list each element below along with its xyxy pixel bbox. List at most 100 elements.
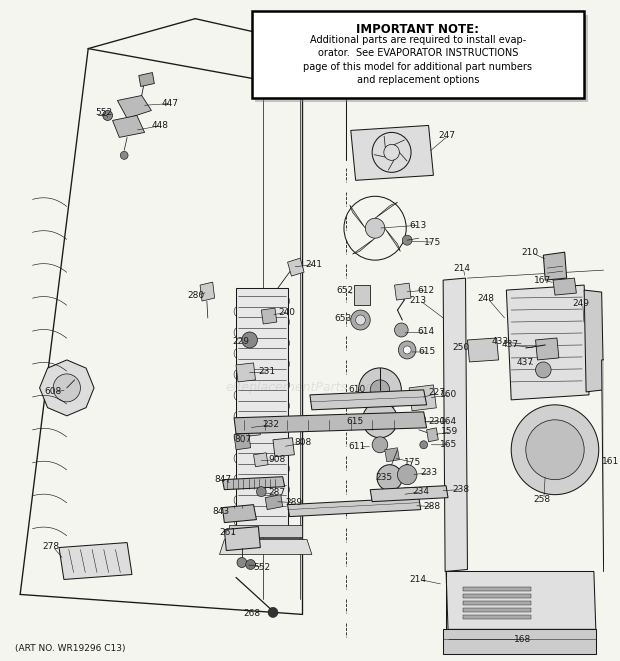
Circle shape (394, 323, 408, 337)
Circle shape (512, 405, 599, 494)
Text: 230: 230 (428, 417, 446, 426)
Circle shape (365, 218, 385, 238)
Text: 278: 278 (43, 542, 60, 551)
Text: 615: 615 (419, 348, 436, 356)
Polygon shape (310, 390, 427, 410)
Text: 447: 447 (161, 99, 178, 108)
Text: 238: 238 (452, 485, 469, 494)
Text: 280: 280 (187, 291, 205, 299)
Text: 288: 288 (423, 502, 441, 511)
FancyBboxPatch shape (252, 11, 584, 98)
Circle shape (526, 420, 584, 480)
Circle shape (536, 362, 551, 378)
Polygon shape (236, 363, 255, 382)
Text: 240: 240 (279, 307, 296, 317)
Text: 437: 437 (516, 358, 533, 368)
Text: 227: 227 (428, 389, 446, 397)
Text: 437: 437 (502, 340, 518, 350)
Text: Additional parts are required to install evap-: Additional parts are required to install… (310, 34, 526, 45)
Polygon shape (385, 447, 399, 462)
Polygon shape (351, 126, 433, 180)
Polygon shape (467, 338, 498, 362)
Text: 261: 261 (219, 528, 237, 537)
Polygon shape (288, 498, 421, 517)
Text: eReplacementParts.com: eReplacementParts.com (226, 381, 378, 395)
Text: 808: 808 (294, 438, 312, 447)
Text: 610: 610 (349, 385, 366, 395)
Text: 231: 231 (259, 368, 275, 376)
Text: 168: 168 (514, 635, 531, 644)
Text: 232: 232 (262, 420, 279, 429)
Polygon shape (536, 338, 559, 360)
Polygon shape (229, 525, 302, 537)
Polygon shape (265, 494, 283, 510)
Circle shape (412, 413, 426, 427)
Circle shape (363, 402, 397, 438)
Polygon shape (234, 412, 427, 434)
Polygon shape (254, 453, 268, 467)
Text: 235: 235 (375, 473, 392, 482)
Polygon shape (40, 360, 94, 416)
Circle shape (397, 465, 417, 485)
Text: 847: 847 (215, 475, 232, 485)
Polygon shape (229, 537, 302, 547)
Circle shape (237, 557, 247, 568)
Polygon shape (261, 308, 277, 324)
Polygon shape (463, 594, 531, 598)
Polygon shape (139, 73, 154, 87)
Polygon shape (553, 278, 577, 295)
Text: 175: 175 (404, 458, 422, 467)
Text: 229: 229 (232, 338, 249, 346)
Text: 552: 552 (95, 108, 112, 117)
Polygon shape (601, 358, 620, 572)
Polygon shape (288, 258, 304, 276)
Text: IMPORTANT NOTE:: IMPORTANT NOTE: (356, 22, 479, 36)
Text: 160: 160 (440, 391, 458, 399)
Text: 249: 249 (572, 299, 590, 307)
Polygon shape (370, 486, 448, 502)
Polygon shape (223, 477, 285, 490)
Text: 165: 165 (440, 440, 458, 449)
Circle shape (246, 559, 255, 570)
Polygon shape (543, 252, 567, 280)
Polygon shape (352, 238, 375, 254)
Polygon shape (375, 202, 397, 218)
Text: 159: 159 (441, 427, 458, 436)
Circle shape (103, 110, 112, 120)
Text: 241: 241 (305, 260, 322, 268)
Text: 908: 908 (268, 455, 285, 464)
Circle shape (358, 368, 401, 412)
Text: page of this model for additional part numbers: page of this model for additional part n… (303, 61, 533, 71)
Text: 653: 653 (334, 313, 352, 323)
Polygon shape (409, 385, 436, 411)
Polygon shape (584, 290, 604, 392)
Text: orator.  See EVAPORATOR INSTRUCTIONS: orator. See EVAPORATOR INSTRUCTIONS (317, 48, 518, 58)
Text: 258: 258 (534, 495, 551, 504)
Text: 843: 843 (213, 507, 230, 516)
FancyBboxPatch shape (255, 15, 588, 102)
Polygon shape (463, 588, 531, 592)
Circle shape (242, 332, 257, 348)
Circle shape (120, 151, 128, 159)
Polygon shape (463, 608, 531, 612)
Polygon shape (236, 288, 288, 529)
Text: 210: 210 (521, 248, 538, 256)
Text: 448: 448 (151, 121, 169, 130)
Text: 247: 247 (438, 131, 455, 140)
Polygon shape (112, 116, 144, 137)
Polygon shape (446, 572, 596, 629)
Text: 234: 234 (412, 487, 429, 496)
Polygon shape (224, 527, 260, 551)
Circle shape (403, 346, 411, 354)
Polygon shape (443, 629, 596, 654)
Circle shape (351, 310, 370, 330)
Polygon shape (394, 488, 409, 502)
Polygon shape (427, 428, 438, 442)
Text: 614: 614 (417, 327, 434, 336)
Circle shape (402, 235, 412, 245)
Text: 615: 615 (346, 417, 363, 426)
Polygon shape (463, 602, 531, 605)
Text: and replacement options: and replacement options (356, 75, 479, 85)
Polygon shape (273, 438, 294, 457)
Text: 652: 652 (336, 286, 353, 295)
